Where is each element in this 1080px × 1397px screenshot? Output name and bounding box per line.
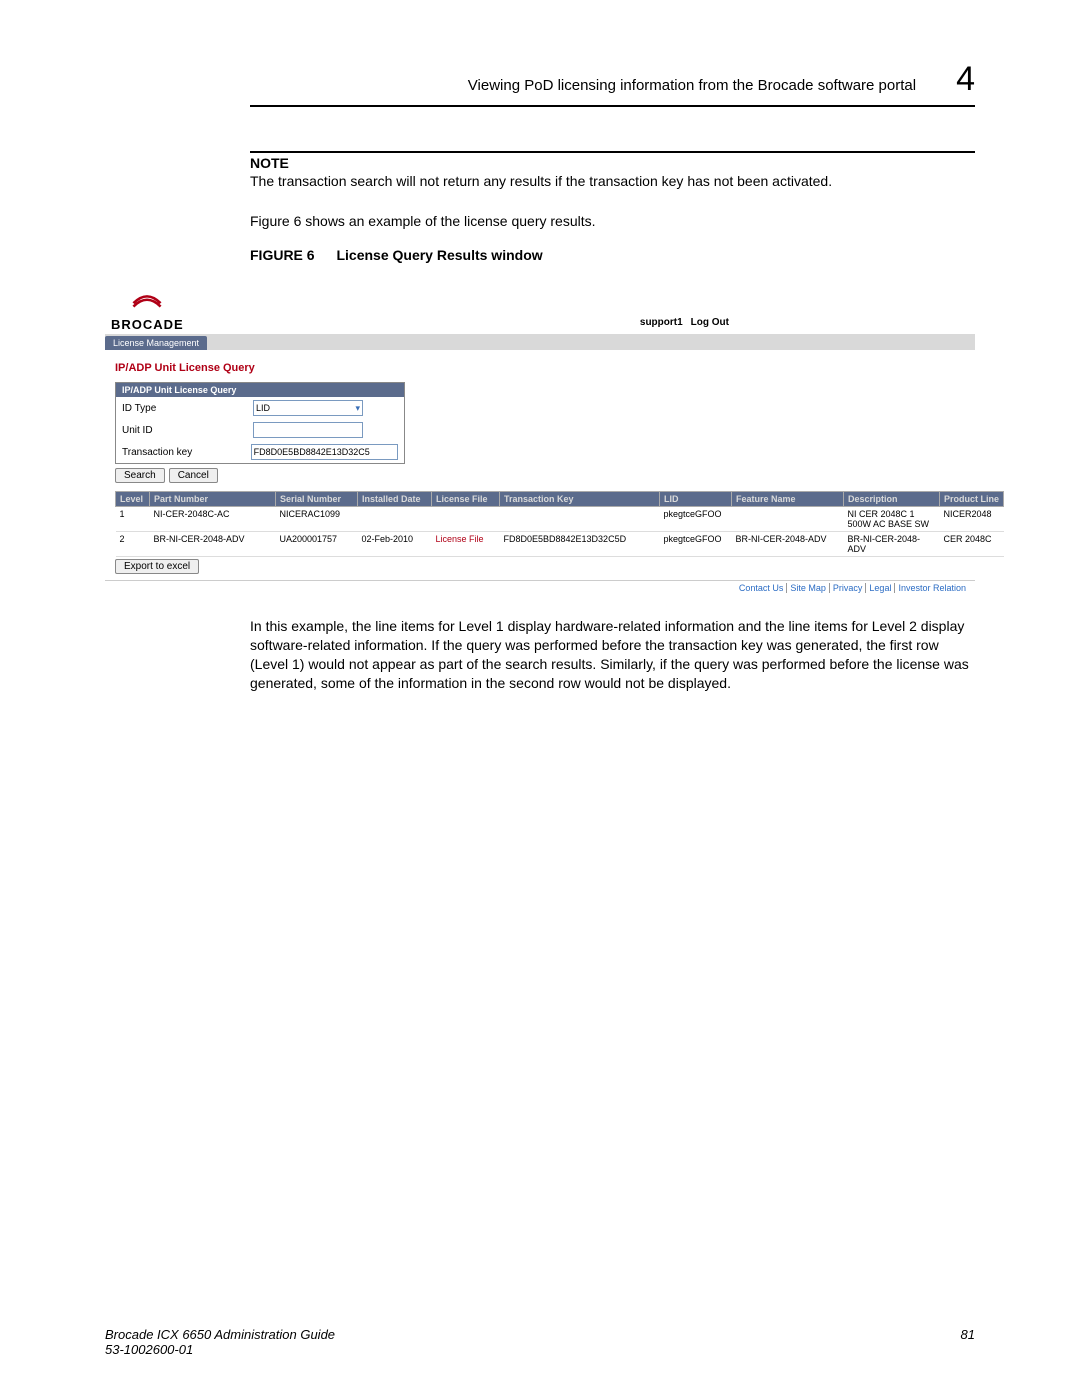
ss-section-title: IP/ADP Unit License Query	[115, 362, 965, 374]
col-installed-date: Installed Date	[358, 492, 432, 507]
intro-paragraph: Figure 6 shows an example of the license…	[250, 213, 975, 229]
query-form-heading: IP/ADP Unit License Query	[116, 383, 404, 397]
col-level: Level	[116, 492, 150, 507]
user-label: support1	[640, 317, 683, 328]
footer-link-legal[interactable]: Legal	[866, 583, 895, 593]
tab-license-management[interactable]: License Management	[105, 336, 207, 350]
page-header: Viewing PoD licensing information from t…	[250, 60, 975, 107]
table-cell	[732, 507, 844, 532]
form-row-txkey: Transaction key	[116, 441, 404, 463]
col-description: Description	[844, 492, 940, 507]
col-transaction-key: Transaction Key	[500, 492, 660, 507]
note-rule	[250, 151, 975, 153]
footer-link-privacy[interactable]: Privacy	[830, 583, 867, 593]
col-feature-name: Feature Name	[732, 492, 844, 507]
license-query-screenshot: BROCADE support1 Log Out License Managem…	[105, 287, 975, 595]
label-txkey: Transaction key	[122, 447, 245, 458]
note-text: The transaction search will not return a…	[250, 173, 975, 189]
brocade-logo-text: BROCADE	[111, 317, 184, 332]
logout-link[interactable]: Log Out	[691, 317, 729, 328]
license-file-link[interactable]: License File	[436, 534, 484, 544]
table-cell	[432, 507, 500, 532]
ss-userbar: support1 Log Out	[640, 317, 969, 328]
col-product-line: Product Line	[940, 492, 1004, 507]
footer-link-contact-us[interactable]: Contact Us	[736, 583, 788, 593]
table-cell: CER 2048C	[940, 532, 1004, 557]
table-cell: NI CER 2048C 1 500W AC BASE SW	[844, 507, 940, 532]
footer-link-investor-relation[interactable]: Investor Relation	[895, 583, 969, 593]
table-row: 1NI-CER-2048C-ACNICERAC1099 pkegtceGFOO NI…	[116, 507, 1004, 532]
col-serial-number: Serial Number	[276, 492, 358, 507]
figure-title: License Query Results window	[336, 247, 542, 263]
document-page: Viewing PoD licensing information from t…	[0, 0, 1080, 1397]
table-cell: NICERAC1099	[276, 507, 358, 532]
brocade-logo: BROCADE	[111, 291, 184, 332]
ss-footer-links: Contact UsSite MapPrivacyLegalInvestor R…	[105, 580, 975, 595]
cancel-button[interactable]: Cancel	[169, 468, 218, 483]
results-table: LevelPart NumberSerial NumberInstalled D…	[115, 491, 1004, 557]
table-cell: BR-NI-CER-2048-ADV	[732, 532, 844, 557]
col-license-file: License File	[432, 492, 500, 507]
footer-link-site-map[interactable]: Site Map	[787, 583, 830, 593]
header-title: Viewing PoD licensing information from t…	[468, 77, 916, 94]
select-idtype-value: LID	[256, 403, 270, 413]
select-idtype[interactable]: LID ▾	[253, 400, 363, 416]
results-thead: LevelPart NumberSerial NumberInstalled D…	[116, 492, 1004, 507]
col-lid: LID	[660, 492, 732, 507]
figure-caption: FIGURE 6 License Query Results window	[250, 247, 975, 263]
col-part-number: Part Number	[150, 492, 276, 507]
explanatory-paragraph: In this example, the line items for Leve…	[250, 617, 975, 693]
table-cell: BR-NI-CER-2048-ADV	[844, 532, 940, 557]
note-label: NOTE	[250, 155, 975, 171]
form-row-unitid: Unit ID	[116, 419, 404, 441]
table-cell	[500, 507, 660, 532]
table-cell: BR-NI-CER-2048-ADV	[150, 532, 276, 557]
table-cell: NI-CER-2048C-AC	[150, 507, 276, 532]
input-unitid[interactable]	[253, 422, 363, 438]
form-button-row: Search Cancel	[115, 468, 965, 483]
table-cell: 1	[116, 507, 150, 532]
search-button[interactable]: Search	[115, 468, 165, 483]
export-row: Export to excel	[115, 559, 965, 574]
form-row-idtype: ID Type LID ▾	[116, 397, 404, 419]
brocade-logo-icon	[130, 291, 164, 317]
table-cell: UA200001757	[276, 532, 358, 557]
footer-left: Brocade ICX 6650 Administration Guide 53…	[105, 1327, 335, 1357]
table-cell: pkegtceGFOO	[660, 532, 732, 557]
figure-label: FIGURE 6	[250, 247, 315, 263]
table-cell: 02-Feb-2010	[358, 532, 432, 557]
table-cell: pkegtceGFOO	[660, 507, 732, 532]
input-txkey[interactable]	[251, 444, 398, 460]
results-tbody: 1NI-CER-2048C-ACNICERAC1099 pkegtceGFOO NI…	[116, 507, 1004, 557]
content-area: NOTE The transaction search will not ret…	[250, 151, 975, 693]
chapter-number: 4	[956, 60, 975, 99]
ss-header: BROCADE support1 Log Out	[105, 287, 975, 334]
footer-guide: Brocade ICX 6650 Administration Guide	[105, 1327, 335, 1342]
page-footer: Brocade ICX 6650 Administration Guide 53…	[105, 1327, 975, 1357]
label-unitid: Unit ID	[122, 425, 247, 436]
chevron-down-icon: ▾	[355, 403, 360, 414]
table-cell	[358, 507, 432, 532]
ss-tabbar: License Management	[105, 334, 975, 350]
table-cell: License File	[432, 532, 500, 557]
ss-body: IP/ADP Unit License Query IP/ADP Unit Li…	[105, 350, 975, 578]
label-idtype: ID Type	[122, 403, 247, 414]
export-button[interactable]: Export to excel	[115, 559, 199, 574]
table-cell: FD8D0E5BD8842E13D32C5D	[500, 532, 660, 557]
query-form: IP/ADP Unit License Query ID Type LID ▾ …	[115, 382, 405, 464]
table-cell: 2	[116, 532, 150, 557]
footer-docnum: 53-1002600-01	[105, 1342, 335, 1357]
table-row: 2BR-NI-CER-2048-ADVUA20000175702-Feb-201…	[116, 532, 1004, 557]
footer-page-number: 81	[961, 1327, 975, 1357]
table-cell: NICER2048	[940, 507, 1004, 532]
